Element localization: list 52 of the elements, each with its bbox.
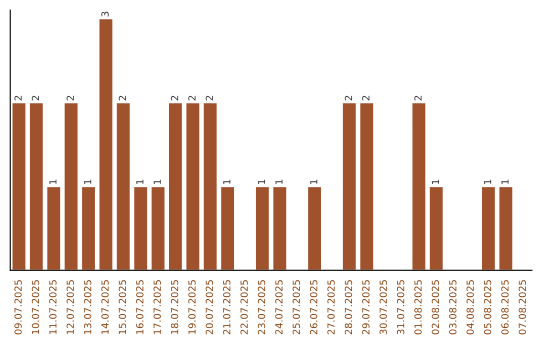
x-tick-label: 29.07.2025 [362, 280, 370, 334]
data-label: 2 [170, 96, 178, 100]
x-tick-label: 06.08.2025 [501, 280, 509, 334]
x-tick-label: 11.07.2025 [49, 280, 57, 334]
data-label: 1 [49, 180, 56, 184]
x-tick-label: 01.08.2025 [414, 280, 422, 334]
x-tick-label: 05.08.2025 [484, 280, 492, 334]
x-tick-label: 20.07.2025 [206, 280, 214, 334]
x-tick-label: 27.07.2025 [327, 280, 335, 334]
x-tick-label: 22.07.2025 [240, 280, 248, 334]
data-label: 1 [310, 180, 318, 184]
data-label: 1 [432, 180, 439, 184]
x-tick-label: 02.08.2025 [432, 280, 440, 334]
x-tick-label: 16.07.2025 [136, 280, 144, 334]
x-tick-label: 17.07.2025 [154, 280, 161, 334]
data-label: 1 [501, 180, 508, 184]
x-tick-label: 19.07.2025 [188, 280, 196, 334]
data-label: 2 [66, 96, 74, 100]
x-tick-label: 07.08.2025 [518, 280, 526, 334]
x-tick-label: 14.07.2025 [101, 280, 109, 334]
data-label: 1 [223, 180, 230, 184]
data-label: 2 [188, 96, 196, 100]
x-tick-label: 10.07.2025 [32, 280, 40, 334]
x-tick-label: 09.07.2025 [14, 280, 22, 334]
x-tick-label: 15.07.2025 [118, 280, 126, 334]
x-tick-label: 21.07.2025 [223, 280, 230, 334]
data-label: 2 [414, 96, 422, 100]
data-label: 1 [275, 180, 282, 184]
data-label: 1 [258, 180, 266, 184]
x-tick-label: 26.07.2025 [310, 280, 318, 334]
x-tick-label: 24.07.2025 [275, 280, 283, 334]
data-label: 1 [136, 180, 144, 184]
x-tick-label: 25.07.2025 [292, 280, 300, 334]
data-label: 1 [484, 180, 492, 184]
data-label: 2 [14, 96, 22, 100]
data-label: 2 [32, 96, 40, 100]
x-tick-label: 31.07.2025 [396, 280, 404, 334]
data-label: 1 [154, 180, 161, 184]
x-tick-label: 04.08.2025 [466, 280, 474, 334]
data-label: 2 [118, 96, 126, 100]
data-label: 2 [206, 96, 213, 100]
x-tick-label: 03.08.2025 [449, 280, 456, 334]
x-tick-label: 18.07.2025 [170, 280, 178, 334]
data-label: 2 [362, 96, 370, 100]
x-tick-label: 30.07.2025 [380, 280, 387, 334]
x-tick-label: 12.07.2025 [66, 280, 74, 334]
data-label: 1 [84, 180, 92, 184]
x-tick-label: 13.07.2025 [84, 280, 92, 334]
data-label: 2 [344, 96, 352, 100]
data-label: 3 [101, 12, 109, 16]
x-tick-label: 28.07.2025 [344, 280, 352, 334]
x-tick-label: 23.07.2025 [258, 280, 266, 334]
